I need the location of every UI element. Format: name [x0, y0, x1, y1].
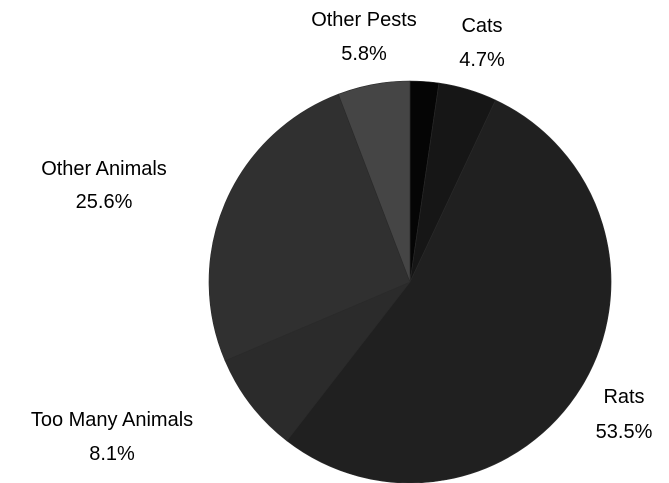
label-other-animals-percent: 25.6%: [76, 191, 133, 213]
label-cats-percent: 4.7%: [459, 49, 505, 71]
pie-slice-other-animals: [208, 93, 411, 362]
label-too-many-animals-percent: 8.1%: [89, 443, 135, 465]
label-cats-name: Cats: [461, 15, 502, 37]
pie-slice-other-pests: [337, 80, 411, 283]
label-rats-name: Rats: [603, 386, 644, 408]
pie-slice-too-many-animals: [224, 281, 411, 442]
pie-slice-rats: [286, 99, 612, 483]
label-other-animals-name: Other Animals: [41, 158, 167, 180]
label-too-many-animals-name: Too Many Animals: [31, 409, 193, 431]
label-other-pests-name: Other Pests: [311, 9, 417, 31]
pie-slices: [208, 80, 612, 483]
label-other-pests-percent: 5.8%: [341, 43, 387, 65]
label-rats-percent: 53.5%: [596, 421, 653, 443]
